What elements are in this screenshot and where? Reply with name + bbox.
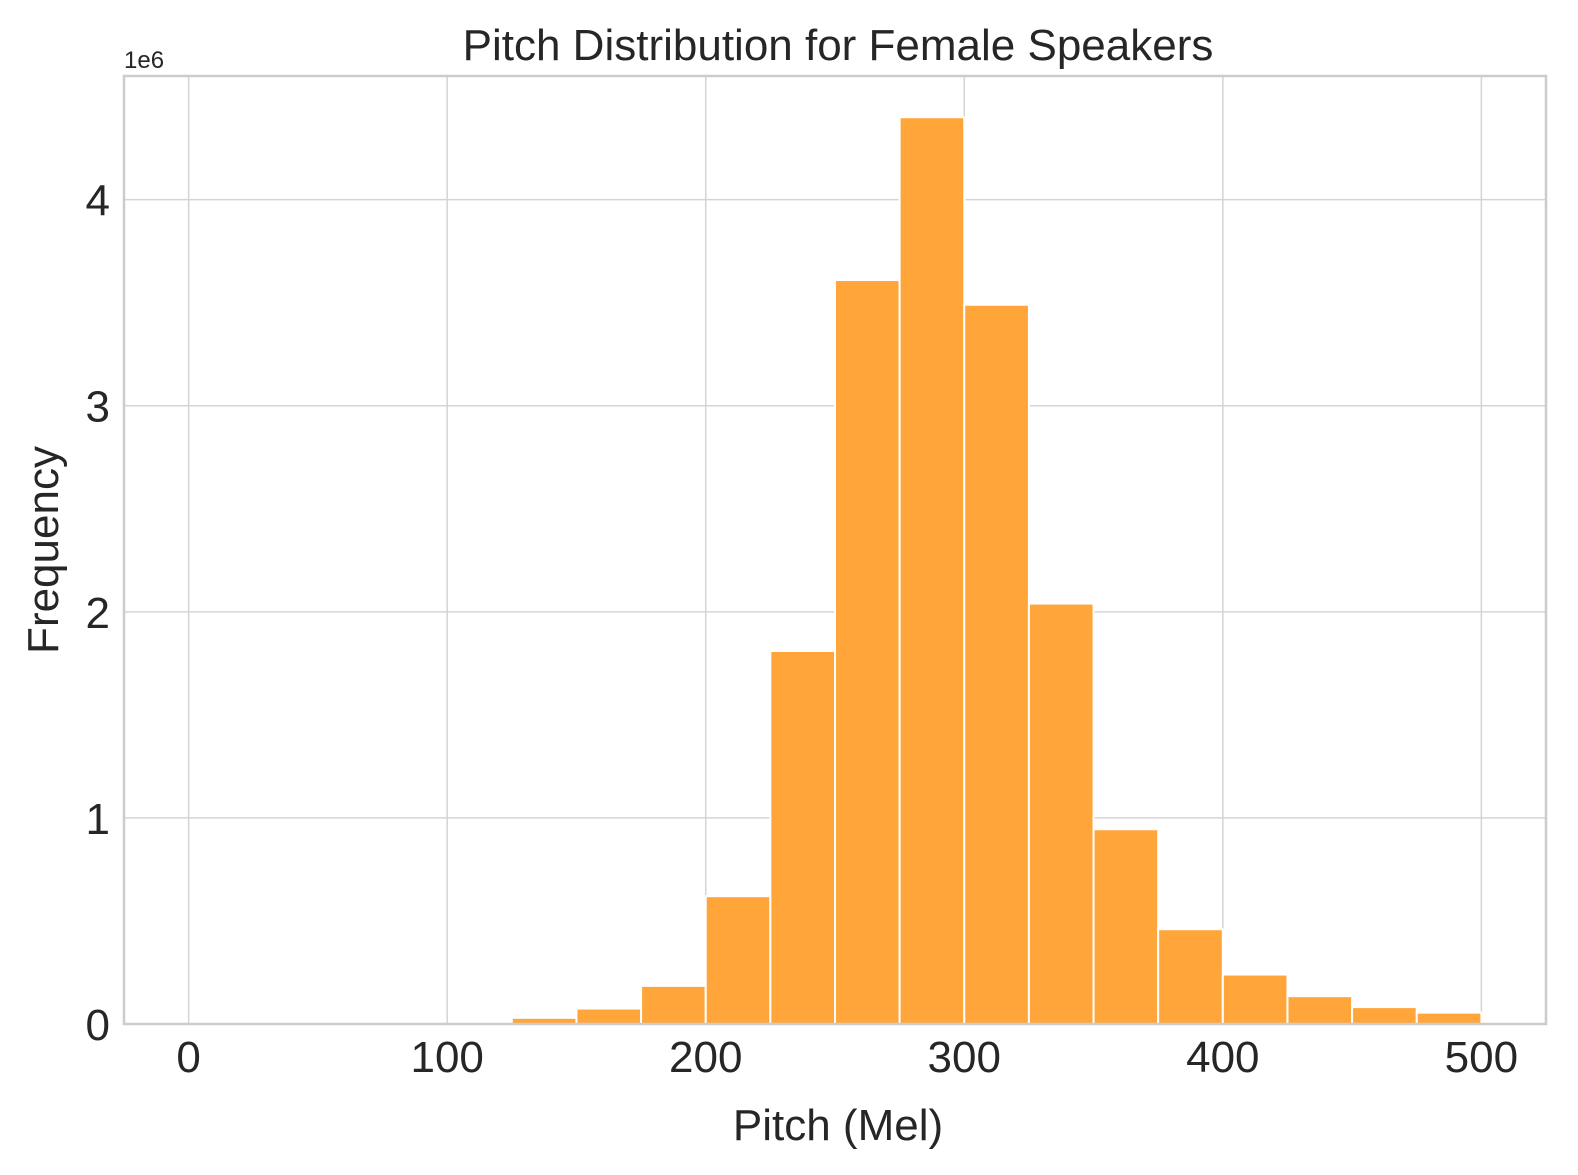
histogram-bar-225-250 <box>769 649 837 1025</box>
y-tick-label-0: 0 <box>86 1001 110 1050</box>
x-axis-label: Pitch (Mel) <box>733 1101 943 1150</box>
plot-frame <box>122 74 1548 1026</box>
histogram-bar-400-425 <box>1221 973 1289 1025</box>
y-axis-label: Frequency <box>19 446 68 654</box>
histogram-bar-200-225 <box>704 895 772 1025</box>
histogram-bar-250-275 <box>834 279 901 1026</box>
chart-title: Pitch Distribution for Female Speakers <box>463 21 1214 70</box>
y-tick-label-2: 2 <box>86 589 110 638</box>
x-tick-label-100: 100 <box>410 1033 483 1082</box>
histogram-bar-150-175 <box>575 1007 643 1025</box>
x-tick-label-0: 0 <box>176 1033 200 1082</box>
x-tick-label-300: 300 <box>928 1033 1001 1082</box>
histogram-bar-325-350 <box>1027 602 1095 1025</box>
x-tick-label-400: 400 <box>1186 1033 1259 1082</box>
y-axis-ticks: 0 1 2 3 4 <box>86 177 110 1050</box>
y-tick-label-4: 4 <box>86 177 110 226</box>
histogram-bars <box>510 116 1483 1026</box>
histogram-bar-300-325 <box>963 303 1030 1025</box>
histogram-bar-350-375 <box>1092 828 1160 1025</box>
histogram-bar-375-400 <box>1157 928 1224 1026</box>
histogram-bar-450-475 <box>1351 1006 1418 1026</box>
x-axis-ticks: 0 100 200 300 400 500 <box>176 1033 1518 1082</box>
y-tick-label-3: 3 <box>86 383 110 432</box>
histogram-bar-175-200 <box>640 984 707 1025</box>
x-tick-label-500: 500 <box>1445 1033 1518 1082</box>
histogram-bar-275-300 <box>898 116 966 1025</box>
x-tick-label-200: 200 <box>669 1033 742 1082</box>
histogram-bar-475-500 <box>1415 1011 1483 1026</box>
histogram-bar-425-450 <box>1286 995 1354 1026</box>
y-axis-offset-label: 1e6 <box>124 47 164 74</box>
y-tick-label-1: 1 <box>86 795 110 844</box>
